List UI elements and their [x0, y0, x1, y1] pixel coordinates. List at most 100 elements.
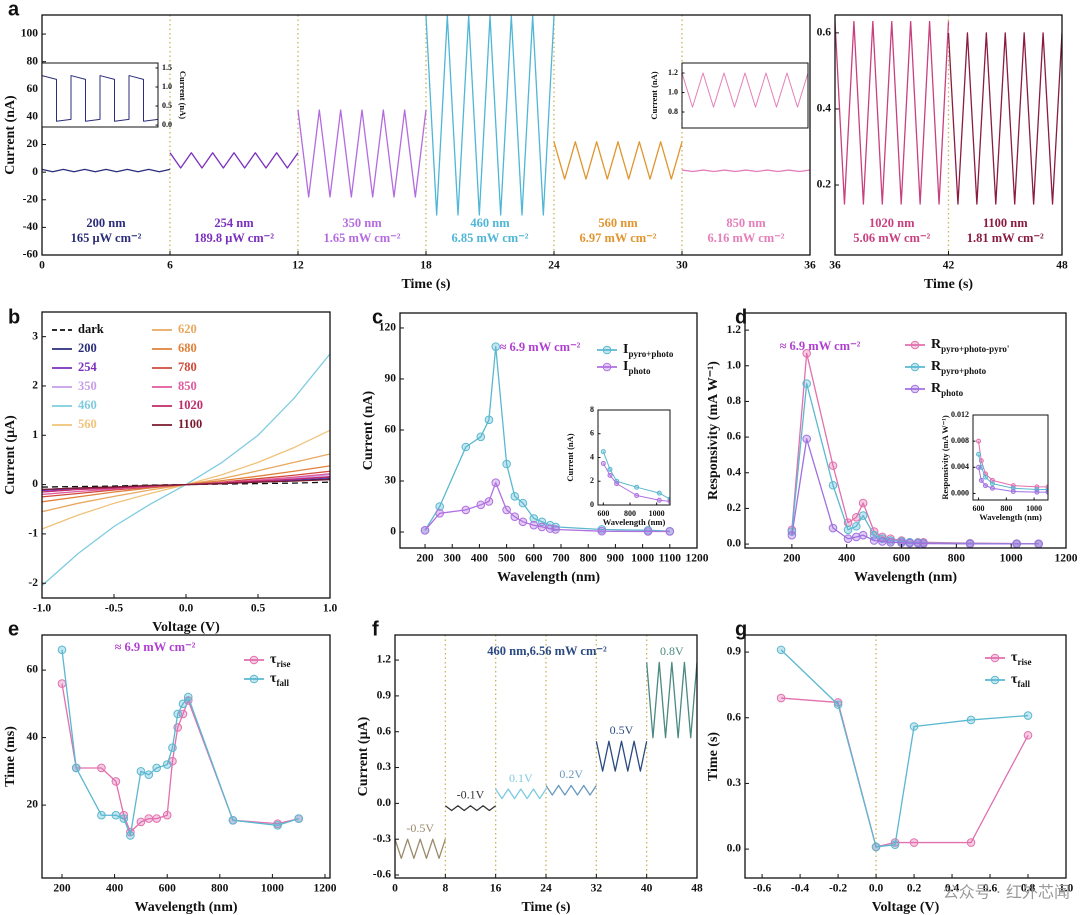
x-axis-label: Wavelength (nm): [497, 570, 600, 585]
data-point: [909, 722, 919, 731]
x-tick-label: 1000: [1026, 504, 1042, 513]
legend-label: 1020: [178, 398, 203, 412]
plot-frame: [41, 62, 159, 128]
series-line: [682, 72, 808, 108]
series-line: [646, 661, 697, 739]
panel: 0.0 0.5 1.0 1.5 Current (nA): [41, 62, 188, 129]
data-point: [173, 709, 183, 719]
plot-area: [787, 348, 1043, 548]
data-point: [776, 645, 786, 655]
x-tick-label: 1100: [659, 552, 682, 564]
y-tick-label: 90: [385, 373, 397, 385]
y-tick-label: 0.6: [727, 711, 742, 723]
x-tick-label: 700: [552, 552, 570, 564]
x-tick-label: 600: [893, 552, 911, 564]
data-point: [976, 464, 982, 470]
y-axis-label: Responsivity (mA W⁻¹): [940, 415, 950, 499]
legend-marker: [249, 674, 259, 684]
y-tick-label: 0.004: [951, 462, 969, 471]
data-point: [607, 472, 613, 478]
data-point: [476, 432, 486, 442]
data-point: [461, 505, 471, 515]
series-line: [835, 20, 950, 205]
plot-frame: [681, 62, 809, 129]
data-point: [97, 763, 106, 773]
data-point: [656, 497, 662, 503]
data-point: [1023, 730, 1033, 740]
inset-background: [598, 410, 670, 505]
data-point: [909, 838, 919, 847]
data-point: [643, 527, 653, 536]
plot-area: [42, 15, 810, 216]
annotation: ≈ 6.9 mW cm⁻²: [500, 340, 581, 354]
y-tick-label: 0.8: [668, 107, 678, 116]
segment-label: 254 nm: [214, 216, 254, 230]
legend-label: dark: [78, 322, 104, 336]
x-tick-label: 1200: [1055, 552, 1078, 564]
panel: -1.0 -0.5 0.0 0.5 1.0 -2 -1 0 1 2 3 Voltage (V) Curr…: [3, 306, 337, 635]
x-tick-label: 0.5: [251, 602, 266, 614]
data-point: [851, 521, 861, 531]
data-point: [976, 438, 982, 444]
data-point: [634, 484, 640, 490]
data-point: [1034, 489, 1040, 495]
data-point: [978, 477, 984, 483]
y-tick-label: 0: [32, 478, 38, 490]
plot-frame: [744, 312, 1067, 549]
x-tick-label: 800: [948, 552, 966, 564]
plot-area: [600, 449, 670, 504]
data-point: [136, 817, 146, 827]
x-tick-label: 40: [641, 882, 653, 894]
plot-area: [682, 72, 808, 108]
data-point: [126, 831, 135, 840]
x-tick-label: 200: [416, 552, 434, 564]
series-line: [595, 740, 648, 772]
panel-letter: g: [735, 618, 747, 640]
y-tick-label: 8: [590, 405, 594, 414]
data-point: [136, 767, 146, 776]
panel-letter: a: [8, 0, 20, 20]
y-tick-label: 80: [27, 55, 39, 67]
panel-letter: e: [8, 618, 19, 640]
legend-marker: [990, 675, 1000, 685]
y-tick-label: 20: [27, 799, 39, 811]
x-tick-label: 36: [804, 259, 816, 271]
x-tick-label: 1000: [649, 509, 665, 518]
data-point: [502, 459, 511, 469]
plot-frame: [399, 312, 698, 549]
series-line: [978, 467, 1048, 493]
data-point: [537, 522, 547, 532]
data-point: [484, 415, 494, 425]
legend-label: Rphoto: [931, 381, 964, 398]
legend-label: 850: [178, 379, 197, 393]
legend-label: Iphoto: [623, 359, 651, 376]
panel: 0.8 1.0 1.2 Current (nA): [649, 62, 809, 129]
series-line: [978, 454, 1048, 491]
data-point: [162, 760, 172, 769]
segment-power: 189.8 μW cm⁻²: [194, 231, 274, 245]
y-tick-label: 40: [27, 731, 39, 743]
plot-area: [776, 645, 1033, 852]
series-line: [424, 346, 670, 532]
data-point: [1012, 539, 1021, 548]
data-point: [529, 514, 539, 523]
y-axis-label: Current (nA): [649, 71, 659, 119]
y-tick-label: 20: [27, 138, 39, 150]
x-tick-label: 0.0: [179, 602, 194, 614]
x-tick-label: 1000: [631, 552, 654, 564]
panel-letter: c: [372, 306, 383, 328]
y-tick-label: 1.2: [377, 654, 392, 666]
y-tick-label: 4: [590, 452, 594, 461]
y-tick-label: 0: [32, 166, 38, 178]
legend-label: 780: [178, 360, 197, 374]
y-tick-label: 0.5: [162, 101, 172, 110]
x-tick-label: 0.0: [869, 882, 884, 894]
legend-label: 254: [78, 360, 98, 374]
y-tick-label: 0.2: [817, 179, 832, 191]
x-tick-label: 1000: [261, 882, 284, 894]
panel: 200 400 600 800 1000 1200 0.0 0.2 0.4 0.6 0.8 1.0 1.…: [706, 306, 1078, 585]
data-point: [144, 770, 154, 780]
data-point: [989, 485, 995, 491]
